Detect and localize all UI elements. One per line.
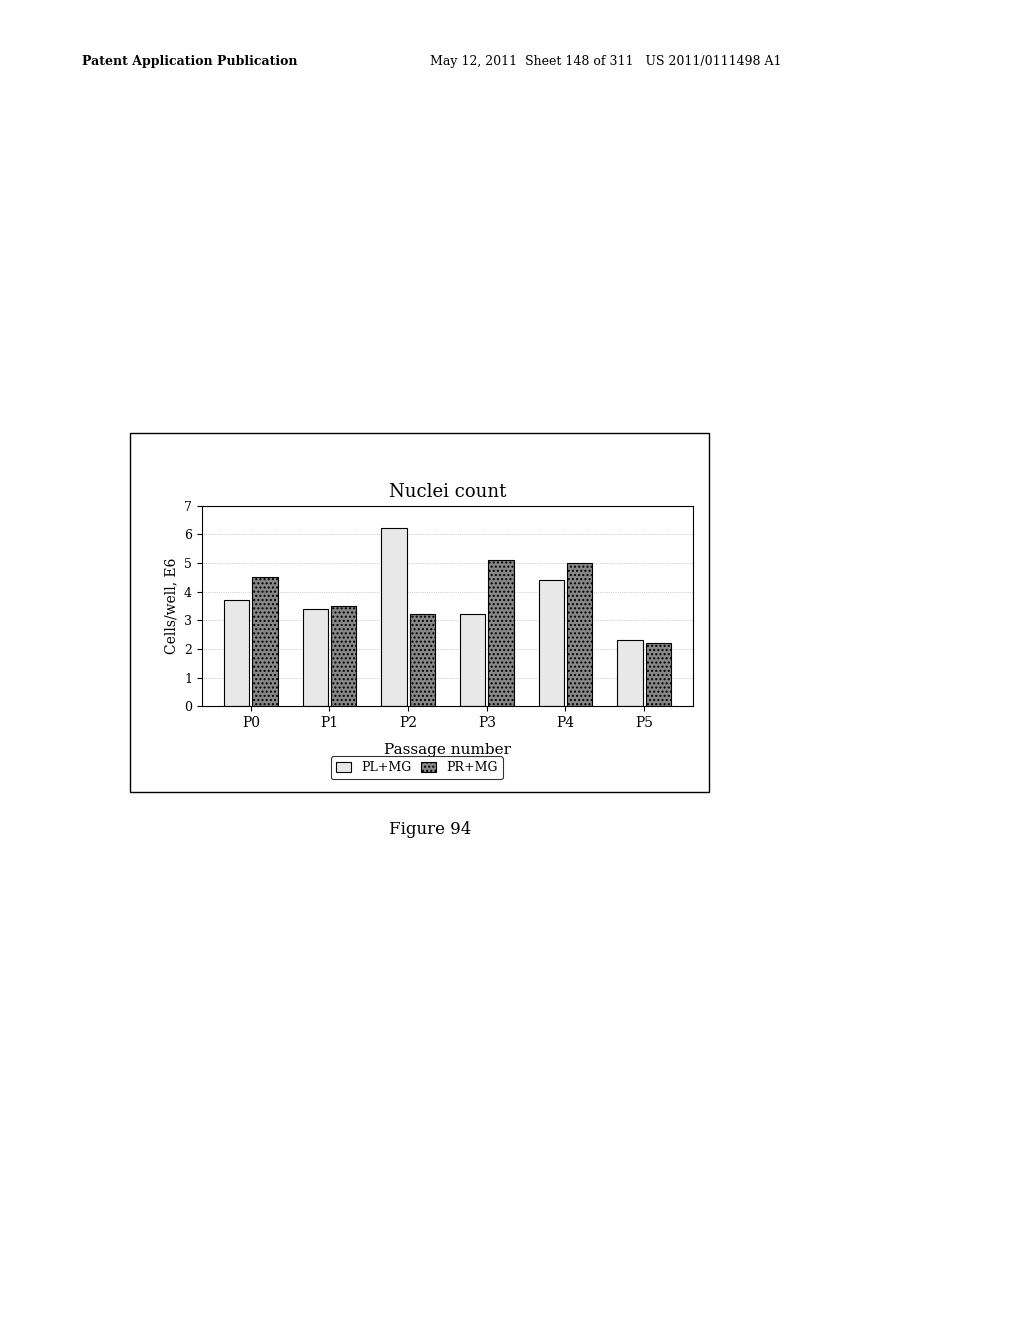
Legend: PL+MG, PR+MG: PL+MG, PR+MG	[331, 756, 503, 779]
Title: Nuclei count: Nuclei count	[389, 483, 506, 502]
Bar	[252, 577, 278, 706]
Bar	[303, 609, 328, 706]
Text: Figure 94: Figure 94	[389, 821, 471, 838]
Bar	[410, 615, 435, 706]
Bar	[331, 606, 356, 706]
Bar	[460, 615, 485, 706]
Y-axis label: Cells/well, E6: Cells/well, E6	[165, 557, 178, 655]
Bar	[488, 560, 514, 706]
Bar	[646, 643, 671, 706]
Text: Patent Application Publication: Patent Application Publication	[82, 55, 297, 69]
Text: Passage number: Passage number	[384, 743, 511, 758]
Bar	[539, 579, 564, 706]
Bar	[617, 640, 643, 706]
Text: May 12, 2011  Sheet 148 of 311   US 2011/0111498 A1: May 12, 2011 Sheet 148 of 311 US 2011/01…	[430, 55, 781, 69]
Bar	[381, 528, 407, 706]
Bar	[567, 562, 592, 706]
Bar	[224, 601, 249, 706]
